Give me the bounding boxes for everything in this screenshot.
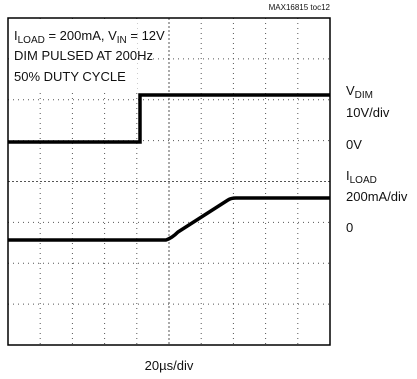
text-part: DIM: [355, 90, 373, 101]
annotation-line: ILOAD = 200mA, VIN = 12V: [14, 28, 165, 46]
text-part: IN: [117, 35, 127, 46]
vdim-trace: [8, 93, 330, 144]
channel-scale: 200mA/div: [346, 189, 408, 204]
grid: [8, 18, 330, 345]
annotation-line: 50% DUTY CYCLE: [14, 69, 126, 84]
text-part: = 12V: [127, 28, 165, 43]
figure-id: MAX16815 toc12: [269, 3, 331, 12]
channel-scale: 10V/div: [346, 105, 390, 120]
text-part: V: [346, 83, 355, 98]
annotation-line: DIM PULSED AT 200Hz: [14, 48, 153, 63]
channel-zero: 0V: [346, 137, 362, 152]
annotation-box: [9, 19, 137, 91]
channel-label: VDIM: [346, 83, 373, 101]
text-part: LOAD: [350, 175, 377, 186]
plot-frame: [7, 17, 331, 346]
text-part: I: [346, 168, 350, 183]
text-part: I: [14, 28, 18, 43]
iload-trace: [8, 196, 330, 242]
text-part: LOAD: [18, 35, 45, 46]
channel-label: ILOAD: [346, 168, 377, 186]
timebase: 20µs/div: [145, 358, 194, 373]
channel-zero: 0: [346, 220, 353, 235]
text-part: = 200mA, V: [45, 28, 117, 43]
